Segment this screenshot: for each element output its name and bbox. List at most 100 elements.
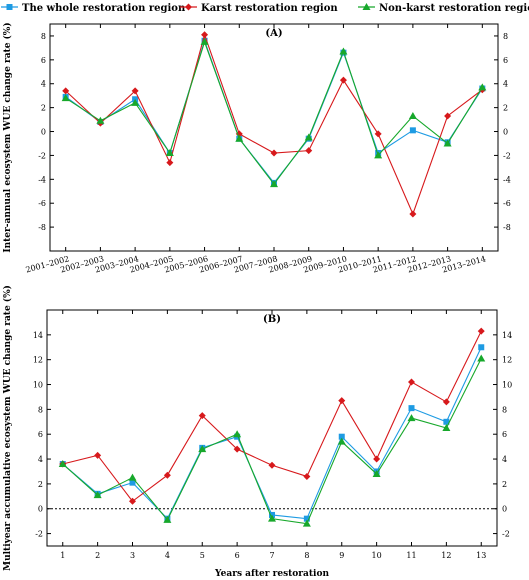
data-point [302,519,311,527]
data-point [198,445,207,453]
legend-marker [185,3,192,11]
y-tick-label: 10 [33,381,43,390]
data-point [128,473,137,481]
y-tick-label-right: 14 [502,331,512,340]
y-tick-label-right: 2 [503,104,508,113]
data-point [305,147,313,155]
x-tick-label: 6 [235,551,240,560]
x-tick-label: 5 [200,551,205,560]
x-tick-label: 7 [269,551,274,560]
legend-label: Karst restoration region [201,3,338,14]
data-point [477,327,485,335]
data-point [337,437,346,445]
data-point [198,412,206,420]
plot-frame [46,309,498,547]
y-tick-label-right: 0 [503,128,508,137]
data-point [338,397,346,405]
x-tick-label: 2 [95,551,100,560]
data-point [408,405,415,412]
y-tick-label-right: -8 [503,223,511,232]
data-point [268,461,276,469]
y-tick-label-right: 4 [502,455,507,464]
data-point [62,87,70,95]
data-point [373,455,381,463]
data-point [233,430,242,438]
y-tick-label: 0 [38,505,43,514]
y-tick-label: 2 [41,104,46,113]
data-point [478,344,485,351]
y-tick-label-right: -2 [503,151,511,160]
panel-a: -8 -8-6 -6-4 -4-2 -20 02 24 46 68 82001–20022002–… [2,22,511,274]
data-point [200,37,209,45]
y-tick-label: -4 [38,175,46,184]
data-point [163,515,172,523]
data-point [58,460,67,468]
data-point [408,111,417,119]
data-point [444,112,452,120]
y-tick-label-right: 4 [503,80,508,89]
data-point [303,515,310,522]
y-tick-label: -6 [38,199,46,208]
data-point [268,514,276,522]
x-tick-label: 4 [165,551,170,560]
data-point [372,469,381,477]
y-tick-label-right: -2 [502,530,510,539]
y-tick-label: 4 [41,80,46,89]
data-point [443,139,452,147]
y-tick-label: 8 [41,32,46,41]
y-tick-label: -2 [38,151,46,160]
panel-label: (B) [263,314,281,325]
data-point [409,127,416,134]
series-line [65,40,483,186]
y-tick-label-right: 6 [502,430,507,439]
y-tick-label-right: 10 [502,381,512,390]
data-point [442,424,451,431]
data-point [166,159,174,167]
data-point [96,116,105,124]
data-point [409,210,417,218]
y-tick-label-right: -6 [503,199,511,208]
series-line [62,330,482,503]
series-line [62,358,482,525]
data-point [129,497,136,505]
y-tick-label: 8 [38,405,43,414]
y-tick-label-right: 8 [502,405,507,414]
y-tick-label: 12 [33,356,43,365]
y-axis-label: Inter-annual ecosystem WUE change rate (… [2,22,13,252]
x-tick-label: 1 [60,551,65,560]
y-tick-label-right: 8 [503,32,508,41]
x-tick-label: 13 [476,551,486,560]
y-tick-label: -8 [38,223,46,232]
data-point [163,471,171,479]
y-tick-label-right: -4 [503,175,511,184]
data-point [303,472,311,480]
data-point [201,31,209,39]
y-tick-label: 14 [33,331,43,340]
data-point [478,83,487,91]
data-point [93,491,102,499]
y-tick-label-right: 2 [502,480,507,489]
y-tick-label-right: 0 [502,505,507,514]
legend-label: Non-karst restoration region [379,3,529,14]
data-point [94,451,102,459]
panel-label: (A) [265,28,282,39]
data-point [442,398,450,406]
x-tick-label: 12 [441,551,451,560]
series-line [65,38,483,184]
legend-marker [362,3,371,10]
y-tick-label-right: 6 [503,56,508,65]
data-point [443,418,450,425]
data-point [131,98,140,106]
data-point [233,445,241,453]
x-tick-label: 10 [372,551,382,560]
x-tick-label: 8 [304,551,309,560]
data-point [374,130,382,138]
data-point [338,433,345,440]
x-axis-label: Years after restoration [214,569,329,579]
y-tick-label: 4 [38,455,43,464]
y-tick-label: -2 [35,530,43,539]
data-point [129,479,136,486]
x-tick-label: 9 [339,551,344,560]
